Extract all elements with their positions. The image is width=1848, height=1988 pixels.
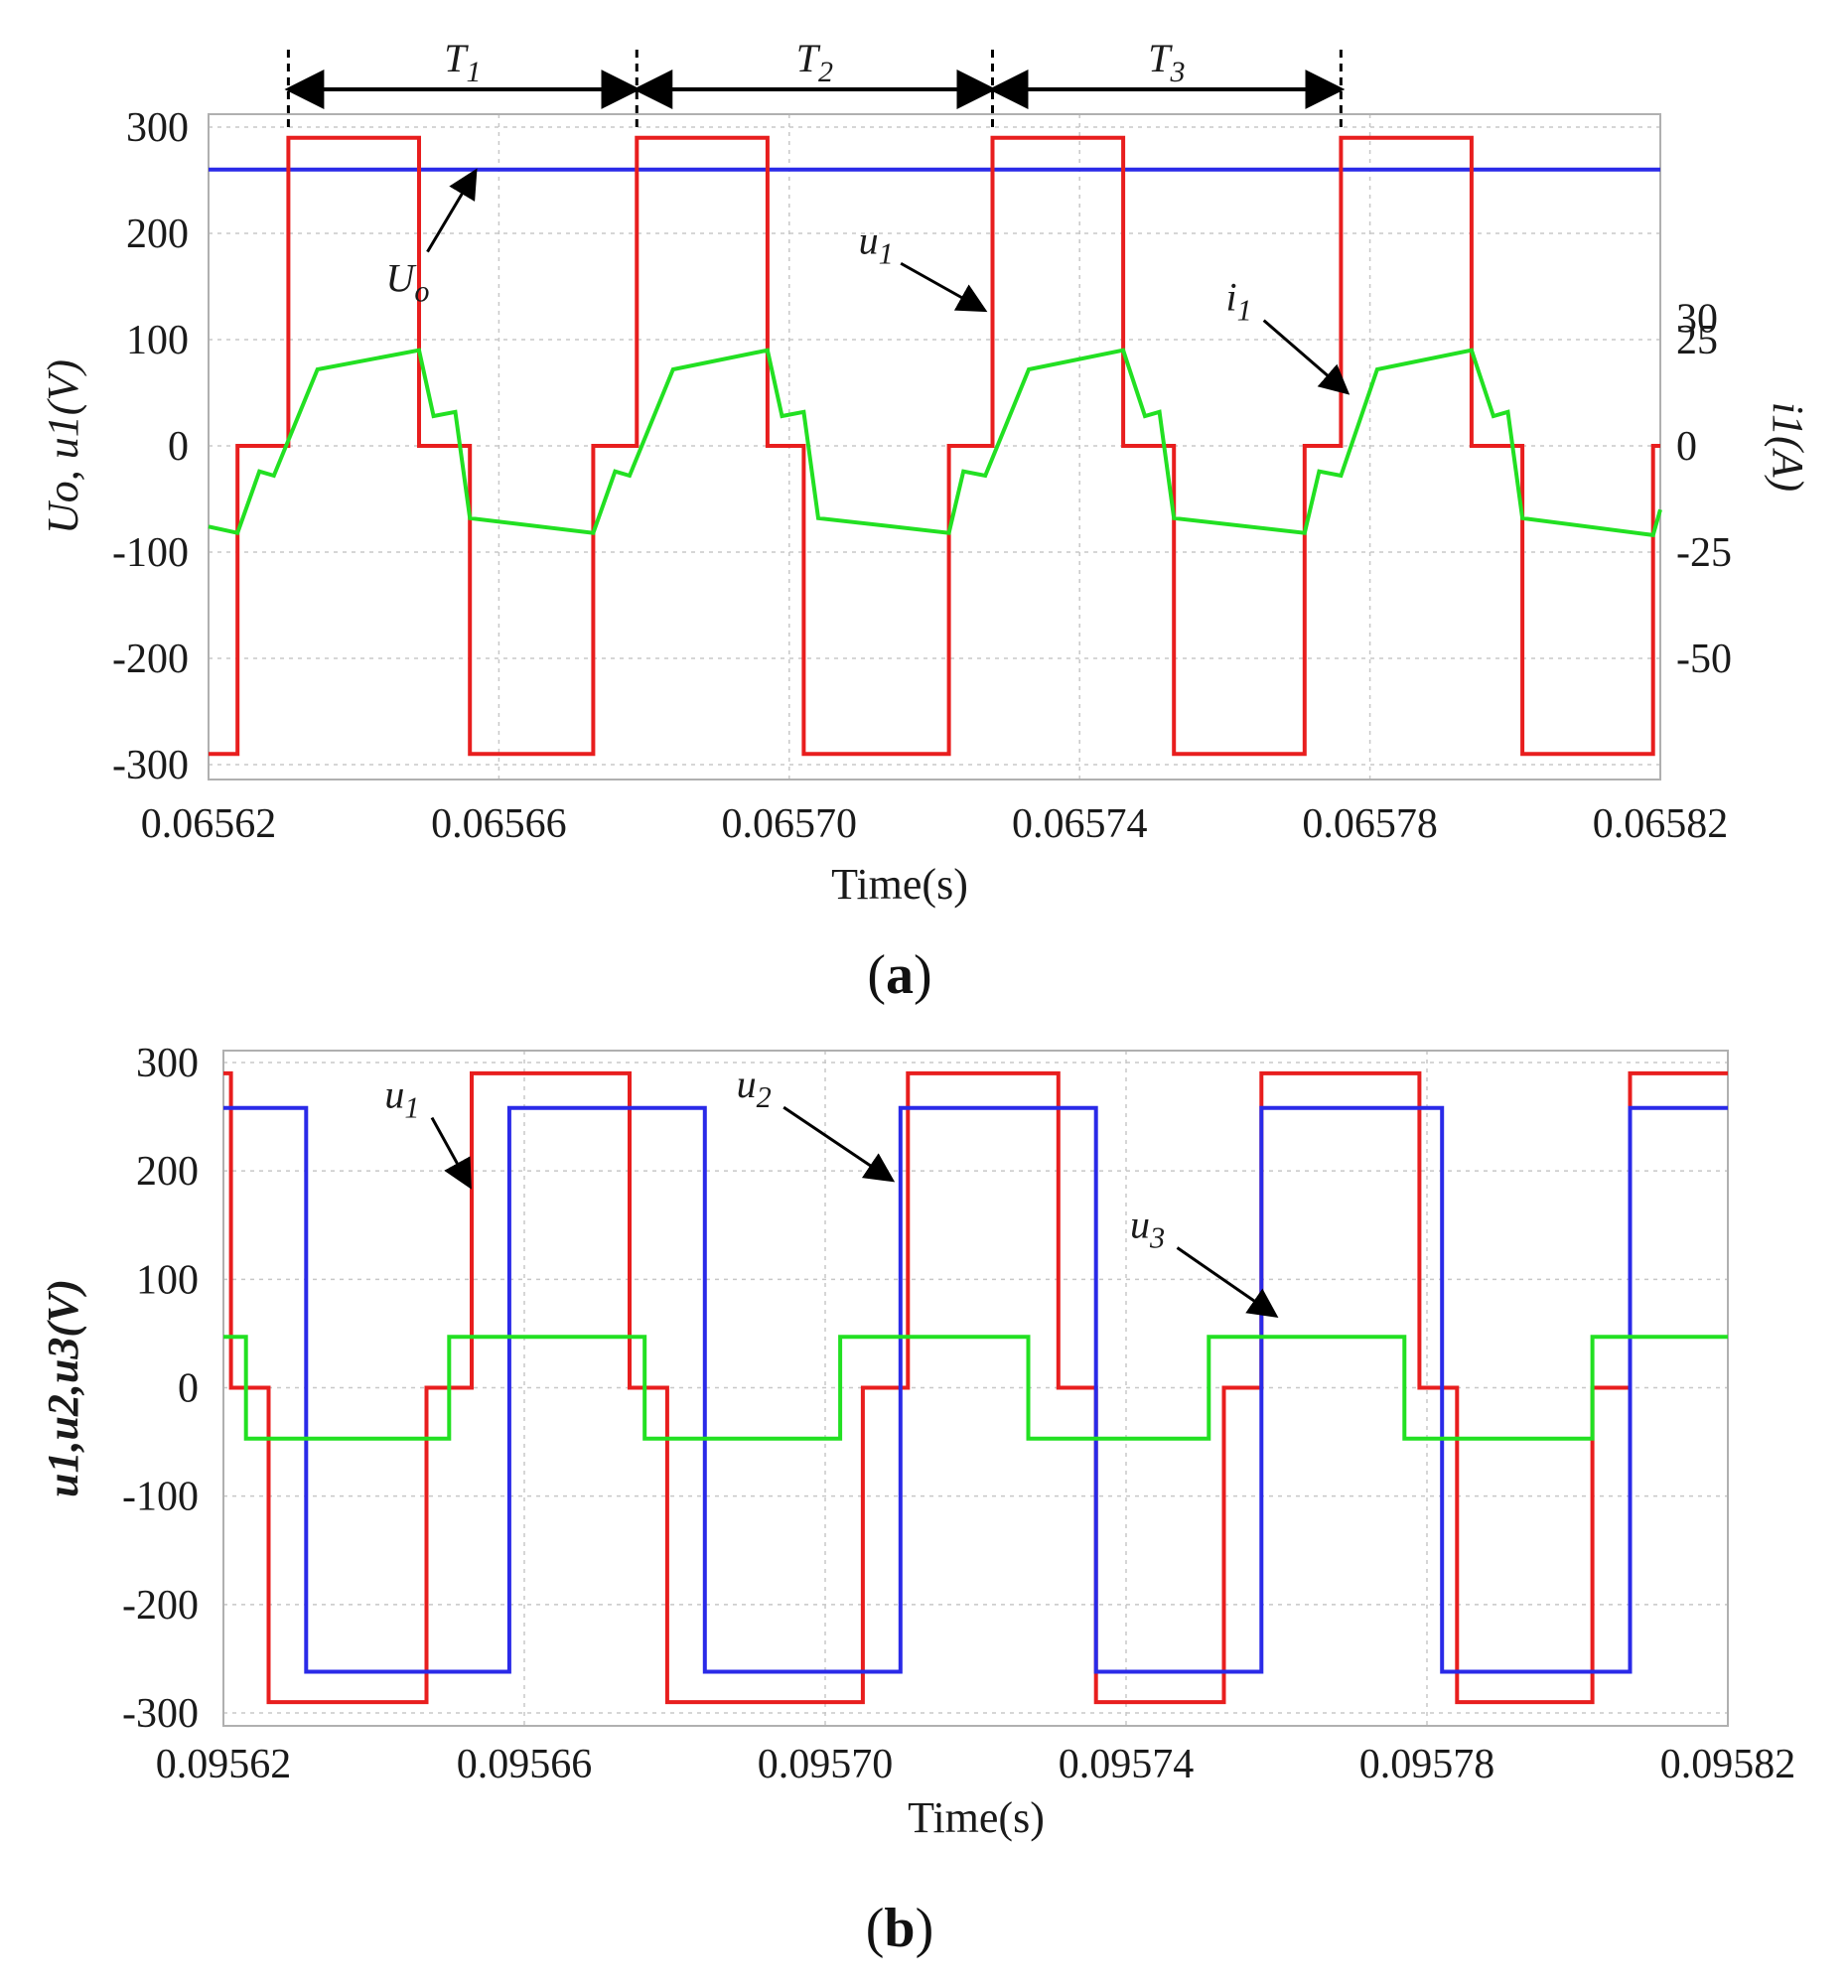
panel-a-left-y-tick-label: 0 (168, 424, 189, 470)
panel-b-y-axis-label: u1,u2,u3(V) (39, 1279, 87, 1497)
panel-b-x-tick-label: 0.09570 (758, 1742, 894, 1787)
panel-a-right-y-tick-label: 25 (1676, 318, 1718, 363)
period-label-T3: T3 (1148, 36, 1185, 88)
panel-b-plot-frame (222, 1050, 1729, 1727)
panel-a-x-tick-label: 0.06566 (431, 801, 567, 847)
panel-a-x-tick-label: 0.06562 (141, 801, 277, 847)
series-line-u2 (223, 1105, 1728, 1674)
panel-b-x-tick-label: 0.09578 (1359, 1742, 1495, 1787)
panel-b-y-tick-label: 0 (178, 1366, 199, 1412)
series-line-u3 (223, 1335, 1728, 1441)
panel-a-x-tick-label: 0.06582 (1593, 801, 1729, 847)
panel-b-y-tick-label: 100 (136, 1257, 199, 1303)
panel-a-left-y-tick-label: 300 (126, 105, 189, 151)
panel-a-left-y-tick-label: 200 (126, 212, 189, 257)
panel-b-x-tick-label: 0.09562 (156, 1742, 292, 1787)
panel-a-x-tick-label: 0.06578 (1302, 801, 1438, 847)
panel-a-left-y-tick-label: -300 (112, 743, 189, 788)
panel-a-caption: (a) (867, 944, 931, 1006)
panel-a-left-y-tick-label: -100 (112, 530, 189, 576)
panel-b-x-axis-label: Time(s) (908, 1793, 1045, 1842)
panel-b-caption-letter: b (884, 1898, 915, 1959)
panel-b-y-tick-label: 300 (136, 1041, 199, 1086)
panel-b-x-tick-label: 0.09566 (457, 1742, 593, 1787)
panel-b-caption: (b) (866, 1898, 933, 1959)
panel-a-gridlines (209, 114, 1660, 780)
panel-a-x-ticks: 0.06562 0.06566 0.06570 0.06574 0.06578 0.065… (141, 801, 1729, 847)
period-label-T1: T1 (444, 36, 481, 88)
panel-a-x-tick-label: 0.06570 (722, 801, 858, 847)
panel-b-x-tick-label: 0.09574 (1059, 1742, 1195, 1787)
panel-b-x-ticks: 0.09562 0.09566 0.09570 0.09574 0.09578 0.095… (156, 1742, 1796, 1787)
series-line-u1 (223, 1070, 1728, 1705)
period-label-T2: T2 (796, 36, 833, 88)
panel-a-x-tick-label: 0.06574 (1012, 801, 1148, 847)
panel-b-series (223, 1070, 1728, 1705)
annotation-label-u2: u2 (737, 1062, 772, 1114)
panel-b-y-tick-label: -300 (122, 1691, 199, 1737)
annotation-arrow-i1 (1262, 319, 1350, 395)
annotation-arrow-Uo (426, 168, 478, 253)
panel-b-annotations: u1 u2 u3 (384, 1062, 1279, 1318)
annotation-arrow-u3 (1176, 1246, 1279, 1318)
panel-b-y-tick-label: 200 (136, 1149, 199, 1195)
annotation-arrow-u1 (430, 1116, 472, 1190)
panel-a-annotations: Uo u1 i1 (385, 168, 1350, 395)
panel-a-period-markers: T1 T2 T3 (284, 36, 1346, 127)
annotation-arrow-u2 (782, 1105, 896, 1183)
panel-a-left-y-tick-label: 100 (126, 318, 189, 363)
panel-b-y-tick-label: -100 (122, 1475, 199, 1520)
annotation-label-u1: u1 (384, 1072, 419, 1125)
panel-b-gridlines (223, 1051, 1728, 1726)
panel-a-right-y-axis-label: i1(A) (1764, 402, 1812, 492)
series-line-u1 (209, 135, 1660, 757)
annotation-label-i1: i1 (1226, 275, 1252, 328)
panel-a-right-y-tick-label: -50 (1676, 637, 1732, 682)
panel-a-left-y-ticks: 300 200 100 0 -100 -200 -300 (112, 105, 189, 788)
panel-a-left-y-axis-label: Uo, u1(V) (39, 359, 87, 534)
panel-a-right-y-tick-label: 30 (1676, 297, 1718, 343)
panel-b-y-ticks: 300 200 100 0 -100 -200 -300 (122, 1041, 199, 1737)
panel-a-left-y-tick-label: -200 (112, 637, 189, 682)
annotation-arrow-u1 (900, 261, 988, 313)
panel-a-right-y-tick-label: 0 (1676, 424, 1697, 470)
panel-a-x-axis-label: Time(s) (831, 860, 968, 909)
annotation-label-u3: u3 (1130, 1203, 1165, 1255)
series-line-i1 (208, 348, 1662, 538)
panel-a-right-y-tick-label: -25 (1676, 530, 1732, 576)
panel-b-x-tick-label: 0.09582 (1660, 1742, 1796, 1787)
annotation-label-u1: u1 (859, 217, 894, 270)
panel-b-y-tick-label: -200 (122, 1583, 199, 1629)
panel-a-caption-letter: a (886, 944, 914, 1006)
annotation-label-Uo: Uo (385, 256, 429, 309)
